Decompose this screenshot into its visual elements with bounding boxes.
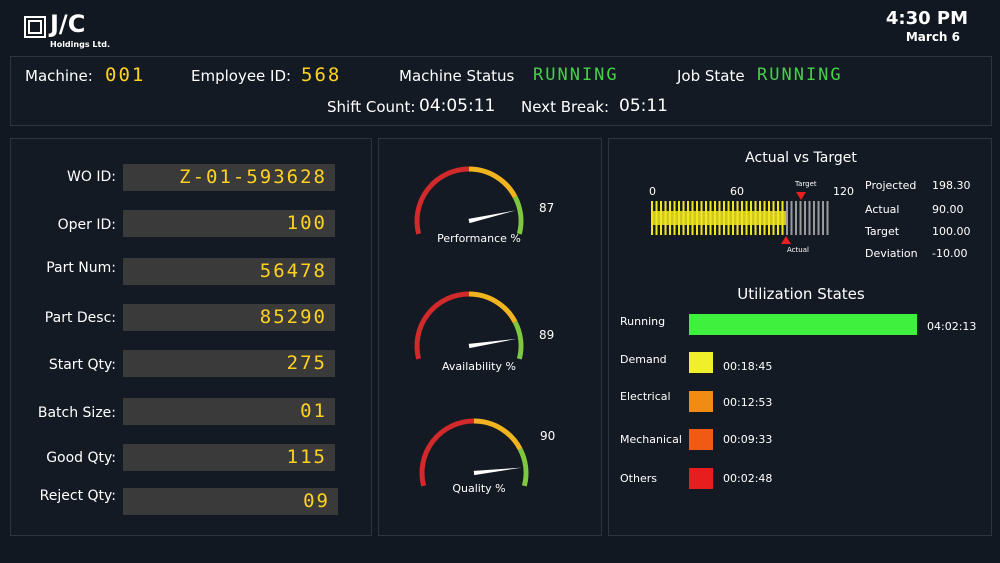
util-time-mechanical: 00:09:33	[723, 433, 773, 446]
target-marker-icon	[796, 192, 806, 200]
good-qty-value: 115	[123, 444, 335, 471]
next-break-value: 05:11	[619, 96, 668, 116]
employee-value: 568	[301, 64, 342, 86]
util-label-mechanical: Mechanical	[620, 433, 682, 446]
availability-value: 89	[539, 328, 555, 342]
employee-label: Employee ID:	[191, 67, 292, 85]
meter-segment	[808, 201, 811, 235]
job-state-label: Job State	[677, 67, 745, 85]
util-label-running: Running	[620, 315, 666, 328]
meter-actual-fill	[651, 211, 786, 225]
util-time-running: 04:02:13	[927, 320, 977, 333]
work-order-panel: WO ID: Z-01-593628 Oper ID: 100 Part Num…	[10, 138, 372, 536]
batch-size-value: 01	[123, 398, 335, 425]
gauge-arc-segment	[468, 291, 518, 324]
machine-info-panel: Machine: 001 Employee ID: 568 Machine St…	[10, 56, 992, 126]
target-marker-label: Target	[795, 180, 817, 188]
machine-value: 001	[105, 64, 146, 86]
actual-label: Actual	[865, 203, 900, 216]
part-desc-label: Part Desc:	[44, 310, 116, 326]
gauge-arc-segment	[512, 320, 524, 360]
gauge-arc-segment	[414, 291, 470, 360]
meter-tick-0: 0	[649, 185, 656, 198]
reject-qty-value: 09	[123, 488, 338, 515]
util-time-others: 00:02:48	[723, 472, 773, 485]
shift-count-value: 04:05:11	[419, 96, 496, 116]
gauge-arc-segment	[414, 166, 470, 235]
meter-segment	[817, 201, 820, 235]
meter-segment	[822, 201, 825, 235]
util-bar-demand	[689, 352, 713, 373]
part-num-value: 56478	[123, 258, 335, 285]
machine-label: Machine:	[25, 67, 93, 85]
kpi-gauges-panel: 87 Performance % 89 Availability % 90 Qu…	[378, 138, 602, 536]
clock-date: March 6	[905, 30, 960, 44]
machine-status-value: RUNNING	[533, 65, 619, 85]
util-bar-others	[689, 468, 713, 489]
gauge-needle	[468, 338, 517, 349]
target-label: Target	[865, 225, 900, 238]
availability-label: Availability %	[442, 360, 516, 373]
meter-segment	[795, 201, 798, 235]
util-time-demand: 00:18:45	[723, 360, 773, 373]
logo-subtitle: Holdings Ltd.	[50, 40, 111, 49]
meter-segment	[826, 201, 829, 235]
clock-time: 4:30 PM	[885, 8, 968, 29]
gauge-arc-segment	[473, 418, 523, 451]
start-qty-value: 275	[123, 350, 335, 377]
wo-id-label: WO ID:	[67, 169, 116, 185]
deviation-value: -10.00	[932, 247, 968, 260]
next-break-label: Next Break:	[521, 98, 610, 116]
job-state-value: RUNNING	[757, 65, 843, 85]
quality-label: Quality %	[452, 482, 506, 495]
oper-id-label: Oper ID:	[57, 217, 116, 233]
target-value: 100.00	[932, 225, 971, 238]
batch-size-label: Batch Size:	[37, 405, 116, 421]
gauge-arc-segment	[517, 447, 529, 487]
actual-vs-target-title: Actual vs Target	[745, 150, 857, 166]
wo-id-value: Z-01-593628	[123, 164, 335, 191]
meter-tick-120: 120	[833, 185, 854, 198]
machine-status-label: Machine Status	[399, 67, 515, 85]
production-panel: Actual vs Target 0 60 120 Target Actual …	[608, 138, 992, 536]
part-num-label: Part Num:	[46, 260, 116, 276]
reject-qty-label: Reject Qty:	[39, 488, 116, 504]
util-time-electrical: 00:12:53	[723, 396, 773, 409]
performance-value: 87	[539, 201, 555, 215]
meter-segment	[790, 201, 793, 235]
performance-label: Performance %	[437, 232, 521, 245]
projected-label: Projected	[865, 179, 917, 192]
util-label-electrical: Electrical	[620, 390, 671, 403]
meter-segment	[799, 201, 802, 235]
meter-segment	[804, 201, 807, 235]
actual-value: 90.00	[932, 203, 964, 216]
logo-box-icon	[24, 16, 46, 38]
gauge-arc-segment	[512, 195, 524, 235]
logo-text: J/C	[50, 10, 86, 38]
gauge-arc-segment	[468, 166, 518, 199]
gauge-needle	[468, 210, 516, 224]
meter-segment	[786, 201, 789, 235]
good-qty-label: Good Qty:	[46, 450, 116, 466]
utilization-title: Utilization States	[737, 285, 865, 303]
gauge-arc-segment	[419, 418, 475, 487]
quality-value: 90	[540, 429, 556, 443]
gauge-needle	[473, 467, 522, 476]
shift-count-label: Shift Count:	[327, 98, 416, 116]
util-bar-electrical	[689, 391, 713, 412]
oper-id-value: 100	[123, 210, 335, 237]
util-bar-mechanical	[689, 429, 713, 450]
actual-marker-label: Actual	[787, 246, 809, 254]
util-label-others: Others	[620, 472, 657, 485]
util-label-demand: Demand	[620, 353, 667, 366]
part-desc-value: 85290	[123, 304, 335, 331]
actual-vs-target-meter	[651, 192, 829, 244]
start-qty-label: Start Qty:	[48, 357, 116, 373]
meter-segment	[813, 201, 816, 235]
deviation-label: Deviation	[865, 247, 918, 260]
actual-marker-icon	[781, 236, 791, 244]
util-bar-running	[689, 314, 917, 335]
meter-tick-60: 60	[730, 185, 744, 198]
projected-value: 198.30	[932, 179, 971, 192]
